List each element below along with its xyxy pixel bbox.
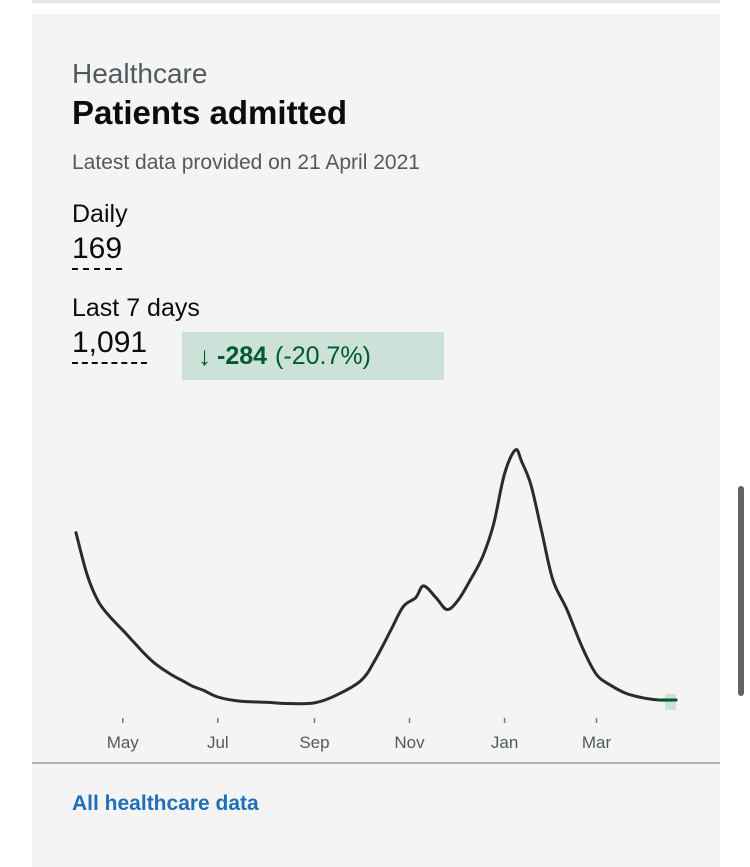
top-divider	[32, 0, 720, 3]
change-badge: ↓ -284 (-20.7%)	[182, 332, 444, 380]
card-title: Patients admitted	[72, 94, 348, 131]
card-category: Healthcare	[72, 58, 208, 89]
latest-data-text: Latest data provided on 21 April 2021	[72, 151, 420, 174]
healthcare-card: Healthcare Patients admitted Latest data…	[32, 14, 720, 867]
daily-label: Daily	[72, 200, 128, 228]
last-7-days-label: Last 7 days	[72, 294, 200, 322]
x-tick-label-mar: Mar	[582, 733, 612, 752]
x-tick-label-nov: Nov	[394, 733, 425, 752]
x-axis: May Jul Sep Nov Jan Mar	[107, 718, 612, 752]
change-value: -284	[217, 341, 268, 370]
x-tick-label-jul: Jul	[207, 733, 229, 752]
change-percent: (-20.7%)	[275, 341, 371, 370]
daily-value[interactable]: 169	[72, 234, 123, 270]
x-tick-label-jan: Jan	[491, 733, 518, 752]
latest-week-highlight	[665, 694, 676, 710]
x-tick-label-sep: Sep	[299, 733, 329, 752]
arrow-down-icon: ↓	[198, 340, 211, 371]
last-7-days-value[interactable]: 1,091	[72, 328, 148, 364]
x-tick-label-may: May	[107, 733, 140, 752]
all-healthcare-data-link[interactable]: All healthcare data	[72, 792, 259, 815]
patients-admitted-chart: May Jul Sep Nov Jan Mar	[74, 448, 678, 752]
scrollbar[interactable]	[738, 486, 744, 696]
chart-series-line	[74, 448, 678, 706]
card-divider	[32, 762, 720, 764]
